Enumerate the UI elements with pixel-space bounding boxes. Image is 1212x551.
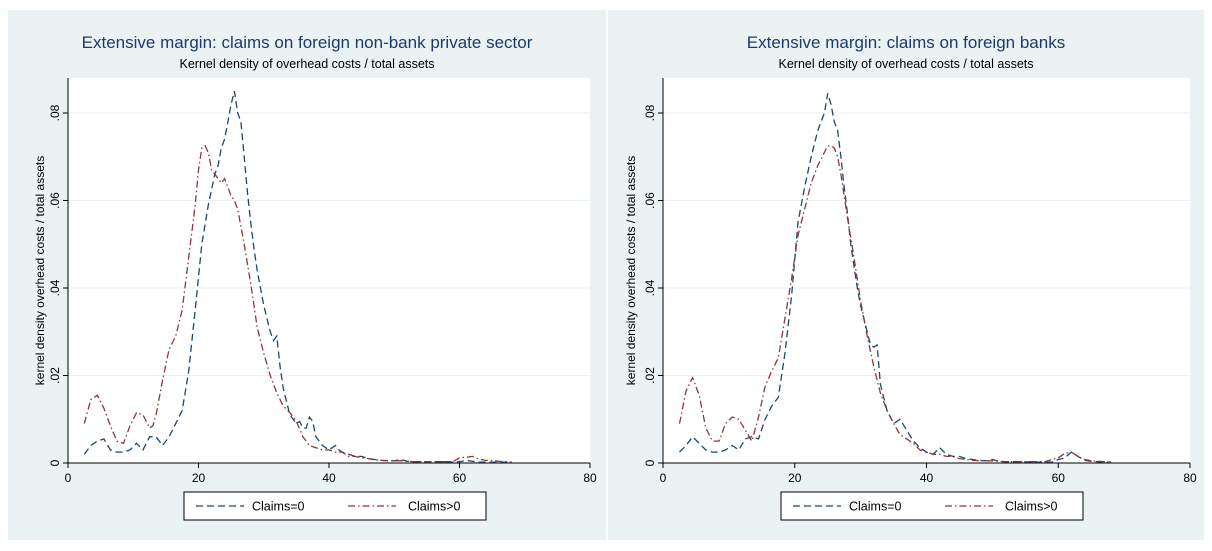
y-axis-label: kernel density overhead costs / total as… bbox=[624, 156, 638, 385]
legend: Claims=0 Claims>0 bbox=[780, 491, 1084, 521]
legend-label: Claims>0 bbox=[408, 500, 460, 514]
series-line-claims-positive bbox=[678, 145, 1112, 463]
plot-area bbox=[663, 78, 1190, 463]
x-tick-label: 60 bbox=[1052, 471, 1066, 485]
chart-subtitle: Kernel density of overhead costs / total… bbox=[779, 57, 1034, 71]
chart-subtitle: Kernel density of overhead costs / total… bbox=[180, 57, 435, 71]
x-tick-label: 0 bbox=[660, 471, 667, 485]
x-tick-label: 80 bbox=[1183, 471, 1197, 485]
series-line-claims-zero bbox=[83, 90, 512, 463]
series-line-claims-positive bbox=[83, 144, 512, 463]
legend: Claims=0 Claims>0 bbox=[183, 491, 487, 521]
y-tick-label: .02 bbox=[48, 367, 62, 384]
y-tick-label: .06 bbox=[48, 192, 62, 209]
chart-panel-2: Extensive margin: claims on foreign bank… bbox=[608, 10, 1204, 540]
y-tick-label: 0 bbox=[643, 459, 657, 466]
x-tick-label: 0 bbox=[65, 471, 72, 485]
series-line-claims-zero bbox=[679, 93, 1111, 463]
y-tick-label: .02 bbox=[643, 367, 657, 384]
x-tick-label: 40 bbox=[920, 471, 934, 485]
y-tick-label: .08 bbox=[643, 104, 657, 121]
y-tick-label: .04 bbox=[643, 279, 657, 296]
x-tick-label: 40 bbox=[322, 471, 336, 485]
x-tick-label: 80 bbox=[583, 471, 597, 485]
y-tick-label: .08 bbox=[48, 104, 62, 121]
y-tick-label: .06 bbox=[643, 192, 657, 209]
y-axis-label: kernel density overhead costs / total as… bbox=[33, 156, 47, 385]
legend-label: Claims>0 bbox=[1005, 500, 1057, 514]
chart-panel-1: Extensive margin: claims on foreign non-… bbox=[8, 10, 606, 540]
y-tick-label: 0 bbox=[48, 459, 62, 466]
chart-title: Extensive margin: claims on foreign non-… bbox=[82, 33, 533, 52]
legend-label: Claims=0 bbox=[849, 500, 901, 514]
chart-title: Extensive margin: claims on foreign bank… bbox=[747, 33, 1065, 52]
legend-label: Claims=0 bbox=[252, 500, 304, 514]
x-tick-label: 20 bbox=[192, 471, 206, 485]
plot-area bbox=[68, 78, 590, 463]
y-tick-label: .04 bbox=[48, 279, 62, 296]
x-tick-label: 20 bbox=[788, 471, 802, 485]
x-tick-label: 60 bbox=[453, 471, 467, 485]
